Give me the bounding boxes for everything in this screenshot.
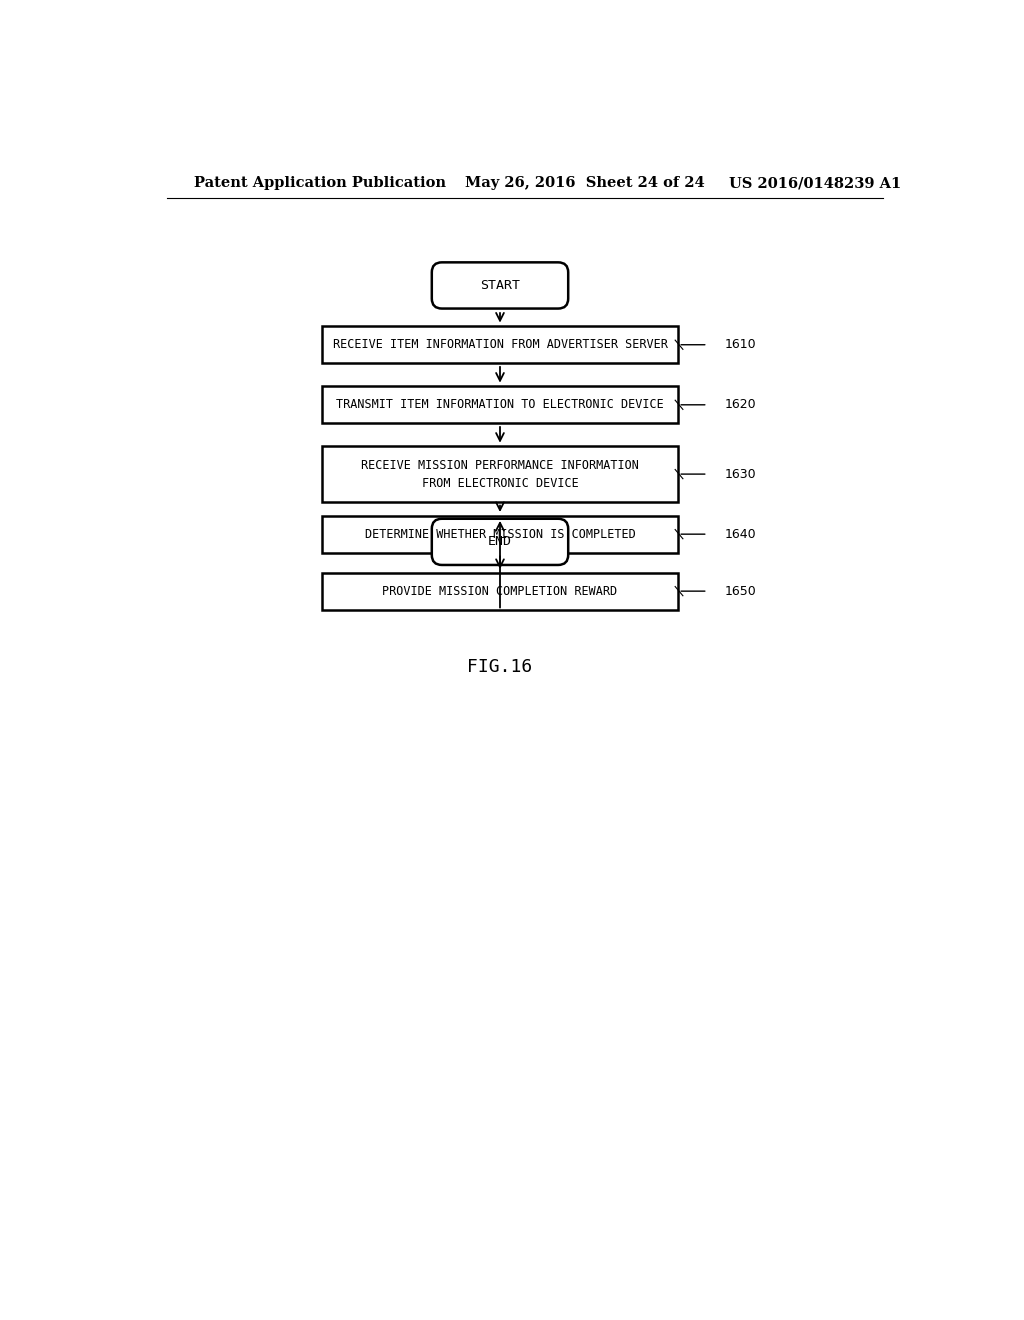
Bar: [322, 446, 678, 502]
Bar: [322, 573, 678, 610]
Text: 1650: 1650: [725, 585, 757, 598]
Text: 1630: 1630: [725, 467, 757, 480]
Text: TRANSMIT ITEM INFORMATION TO ELECTRONIC DEVICE: TRANSMIT ITEM INFORMATION TO ELECTRONIC …: [336, 399, 664, 412]
Text: 1620: 1620: [725, 399, 757, 412]
Text: DETERMINE WHETHER MISSION IS COMPLETED: DETERMINE WHETHER MISSION IS COMPLETED: [365, 528, 635, 541]
Bar: [322, 387, 678, 424]
Text: 1640: 1640: [725, 528, 757, 541]
FancyBboxPatch shape: [432, 263, 568, 309]
Text: PROVIDE MISSION COMPLETION REWARD: PROVIDE MISSION COMPLETION REWARD: [382, 585, 617, 598]
Text: 1610: 1610: [725, 338, 757, 351]
Bar: [322, 516, 678, 553]
Text: US 2016/0148239 A1: US 2016/0148239 A1: [729, 176, 901, 190]
Text: May 26, 2016  Sheet 24 of 24: May 26, 2016 Sheet 24 of 24: [465, 176, 705, 190]
Text: END: END: [488, 536, 512, 548]
Text: FIG.16: FIG.16: [467, 657, 532, 676]
Bar: [322, 326, 678, 363]
Text: RECEIVE ITEM INFORMATION FROM ADVERTISER SERVER: RECEIVE ITEM INFORMATION FROM ADVERTISER…: [333, 338, 668, 351]
Text: RECEIVE MISSION PERFORMANCE INFORMATION
FROM ELECTRONIC DEVICE: RECEIVE MISSION PERFORMANCE INFORMATION …: [361, 458, 639, 490]
FancyBboxPatch shape: [432, 519, 568, 565]
Text: Patent Application Publication: Patent Application Publication: [194, 176, 445, 190]
Text: START: START: [480, 279, 520, 292]
